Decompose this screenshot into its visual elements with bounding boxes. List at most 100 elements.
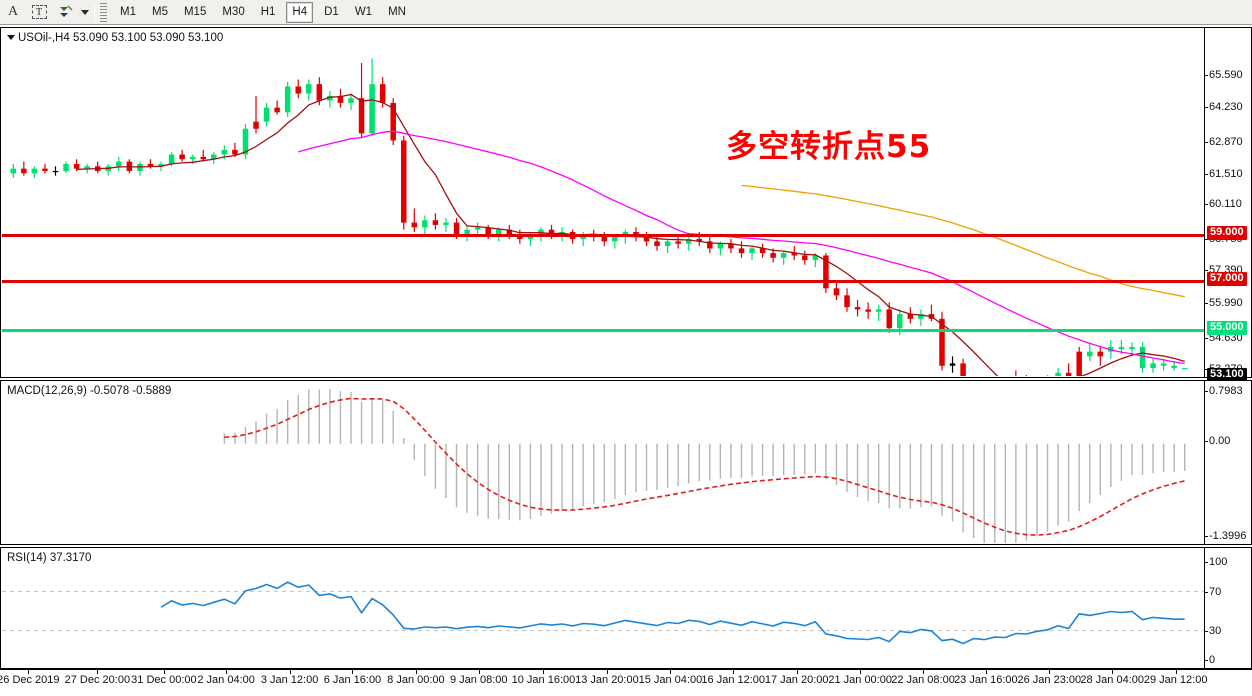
candle-body <box>875 309 882 312</box>
candle-body <box>791 253 797 256</box>
candle-body <box>685 239 692 244</box>
time-axis-label: 2 Jan 04:00 <box>197 674 255 686</box>
resistance-59-badge[interactable]: 59.000 <box>1207 226 1247 240</box>
macd-y-axis[interactable]: 0.7983 0.00 -1.3996 <box>1204 381 1251 544</box>
time-axis-tick <box>796 670 798 674</box>
ma-mid-line <box>298 130 1185 365</box>
candle-body <box>116 161 122 167</box>
time-axis-label: 28 Jan 04:00 <box>1080 674 1144 686</box>
support-55-badge[interactable]: 55.000 <box>1207 321 1247 335</box>
time-axis-label: 23 Jan 16:00 <box>954 674 1018 686</box>
candle-body <box>780 253 787 258</box>
candle-body <box>664 241 671 247</box>
candle-body <box>411 222 418 228</box>
candle-body <box>485 227 491 235</box>
time-axis-label: 31 Dec 00:00 <box>131 674 197 686</box>
toolbar-grip-handle[interactable] <box>100 2 107 22</box>
arrows-icon[interactable] <box>52 1 78 24</box>
timeframe-button-m1[interactable]: M1 <box>120 6 136 18</box>
time-axis-label: 29 Jan 12:00 <box>1143 674 1208 686</box>
timeframe-button-h1[interactable]: H1 <box>260 6 276 18</box>
rsi-y-axis[interactable]: 100 70 30 0 <box>1204 548 1251 668</box>
rsi-y-tick-100: 100 <box>1204 556 1228 568</box>
candle-body <box>474 227 481 230</box>
candle-body <box>939 318 945 366</box>
time-axis-label: 21 Jan 00:00 <box>828 674 892 686</box>
time-axis-label: 16 Jan 12:00 <box>701 674 766 686</box>
candle-body <box>63 163 69 171</box>
candle-body <box>327 95 333 101</box>
candle-body <box>348 98 354 103</box>
candle-body <box>495 229 502 235</box>
candle-body <box>643 236 650 242</box>
candle-body <box>1181 368 1188 370</box>
rsi-caption: RSI(14) 37.3170 <box>7 552 92 564</box>
price-y-tick-62_870: 62.870 <box>1205 136 1243 148</box>
candle-body <box>316 84 323 101</box>
time-axis-tick <box>543 670 545 674</box>
candle-body <box>337 95 344 103</box>
price-y-tick-55_990: 55.990 <box>1205 297 1243 309</box>
price-chart-panel[interactable]: USOil-,H4 53.090 53.100 53.090 53.100 多空… <box>0 27 1252 402</box>
timeframe-button-w1[interactable]: W1 <box>354 6 373 18</box>
timeframe-button-mn[interactable]: MN <box>388 6 406 18</box>
candle-body <box>73 163 80 169</box>
current-price-badge[interactable]: 53.100 <box>1207 368 1247 382</box>
candle-body <box>390 102 396 141</box>
time-axis-tick <box>352 670 354 674</box>
rsi-plot-area[interactable]: RSI(14) 37.3170 <box>2 549 1206 667</box>
candle-body <box>453 222 460 235</box>
time-axis-tick <box>733 670 735 674</box>
timeframe-button-m15[interactable]: M15 <box>183 6 207 18</box>
macd-indicator-panel[interactable]: MACD(12,26,9) -0.5078 -0.5889 0.7983 0.00… <box>0 380 1252 545</box>
time-axis-tick <box>1175 670 1177 674</box>
timeframe-button-h4[interactable]: H4 <box>286 1 314 23</box>
candle-body <box>263 107 270 122</box>
candle-body <box>707 241 713 249</box>
rsi-indicator-panel[interactable]: RSI(14) 37.3170 100 70 30 0 <box>0 547 1252 669</box>
price-plot-area[interactable]: USOil-,H4 53.090 53.100 53.090 53.100 多空… <box>2 29 1206 376</box>
candle-body <box>1086 351 1093 357</box>
collapse-triangle-icon[interactable] <box>7 35 15 41</box>
resistance-57-badge[interactable]: 57.000 <box>1207 272 1247 286</box>
price-y-axis[interactable]: 65.59064.23062.87061.51060.11058.75057.3… <box>1204 28 1251 402</box>
price-y-tick-57_390: 57.390 <box>1205 264 1243 276</box>
candle-body <box>211 154 217 160</box>
timeframe-button-m30[interactable]: M30 <box>222 6 245 18</box>
macd-plot-area[interactable]: MACD(12,26,9) -0.5078 -0.5889 <box>2 382 1206 543</box>
time-axis-tick <box>923 670 925 674</box>
candle-body <box>401 140 407 223</box>
time-axis-label: 13 Jan 20:00 <box>575 674 639 686</box>
rsi-y-tick-0: 0 <box>1204 654 1216 666</box>
candle-body <box>1129 346 1135 350</box>
rsi-y-tick-70: 70 <box>1204 586 1222 598</box>
time-axis-label: 8 Jan 00:00 <box>387 674 445 686</box>
macd-y-tick-0_7983: 0.7983 <box>1205 385 1243 397</box>
candle-body <box>1160 363 1167 366</box>
time-axis[interactable]: 26 Dec 2019 27 Dec 20:00 31 Dec 00:00 2 Jan… <box>0 669 1252 696</box>
candle-body <box>369 84 375 134</box>
candle-body <box>10 168 17 174</box>
time-axis-label: 3 Jan 12:00 <box>260 674 319 686</box>
candle-body <box>960 363 966 376</box>
time-axis-label: 17 Jan 20:00 <box>764 674 829 686</box>
candle-body <box>253 121 259 129</box>
candle-body <box>284 86 291 113</box>
time-axis-label: 27 Dec 20:00 <box>64 674 131 686</box>
text-label-icon[interactable]: A <box>7 4 19 19</box>
candle-body <box>52 170 59 173</box>
candle-body <box>759 248 766 254</box>
time-axis-label: 26 Jan 23:00 <box>1017 674 1082 686</box>
arrows-dropdown-icon[interactable] <box>78 1 91 24</box>
price-y-tick-64_230: 64.230 <box>1205 101 1243 113</box>
time-axis-tick <box>289 670 291 674</box>
timeframe-button-d1[interactable]: D1 <box>324 6 339 18</box>
time-axis-tick <box>985 670 987 674</box>
text-box-icon[interactable]: T <box>26 1 52 24</box>
timeframe-button-m5[interactable]: M5 <box>151 6 168 18</box>
candle-body <box>675 241 681 244</box>
rsi-line <box>160 581 1185 645</box>
macd-signal-line <box>224 397 1185 536</box>
candle-body <box>274 107 280 113</box>
